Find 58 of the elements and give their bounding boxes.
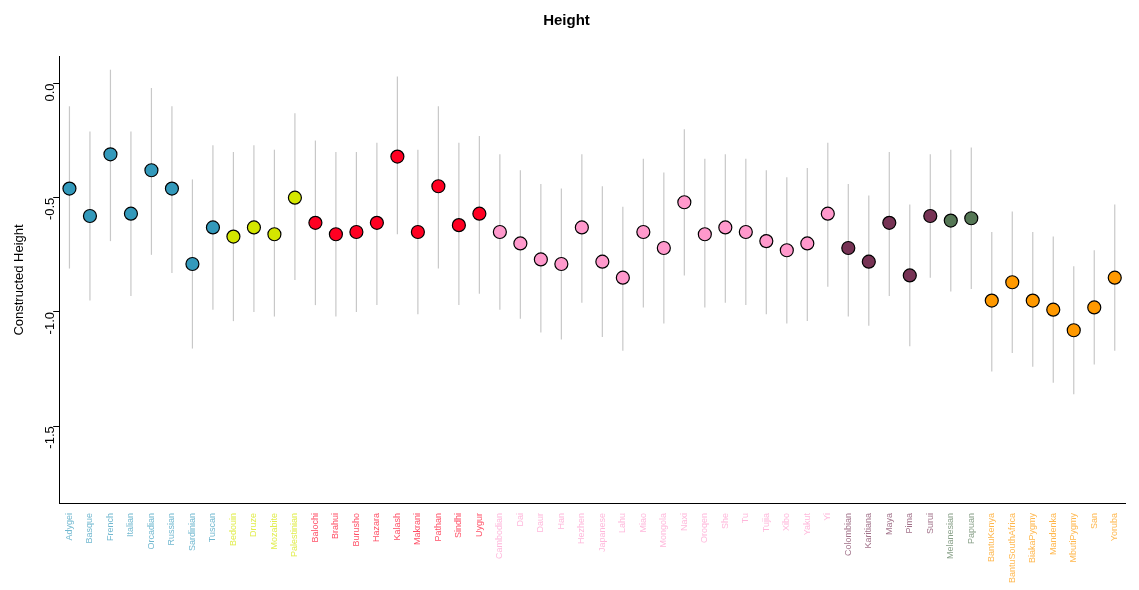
x-tick-label: Mandenka bbox=[1047, 512, 1058, 555]
x-tick-label: Tujia bbox=[760, 512, 771, 533]
x-tick-label: Papuan bbox=[965, 512, 976, 544]
x-tick-label: Orcadian bbox=[145, 512, 156, 550]
x-tick-label: Kalash bbox=[391, 512, 402, 541]
x-tick-label: Brahui bbox=[330, 512, 341, 539]
x-tick-label: Uygur bbox=[473, 512, 484, 537]
x-tick-label: Naxi bbox=[678, 512, 689, 531]
x-tick-label: Dai bbox=[514, 512, 525, 527]
x-tick-label: BantuSouthAfrica bbox=[1006, 512, 1017, 583]
x-tick-label: Karitiana bbox=[863, 512, 874, 549]
x-tick-label: Oroqen bbox=[699, 512, 710, 543]
x-tick-label: Bedouin bbox=[227, 512, 238, 546]
x-tick-label: Mozabite bbox=[268, 512, 279, 550]
y-tick-label: -1.0 bbox=[41, 311, 57, 335]
chart-title: Height bbox=[543, 11, 590, 29]
x-tick-label: Palestinian bbox=[289, 512, 300, 557]
x-tick-label: Tuscan bbox=[207, 512, 218, 543]
x-tick-label: Sardinian bbox=[186, 512, 197, 551]
x-tick-label: San bbox=[1088, 512, 1099, 529]
y-tick-label: -0.5 bbox=[41, 197, 57, 221]
x-tick-label: Mongola bbox=[658, 512, 669, 548]
x-tick-label: Burusho bbox=[350, 512, 361, 547]
y-tick-label: 0.0 bbox=[41, 83, 57, 102]
x-tick-label: Yi bbox=[822, 512, 833, 521]
x-tick-label: Druze bbox=[248, 512, 259, 537]
x-tick-label: Adygei bbox=[63, 512, 74, 541]
x-tick-label: Han bbox=[555, 512, 566, 530]
x-tick-label: MbutiPygmy bbox=[1068, 512, 1079, 563]
x-tick-label: Hezhen bbox=[576, 512, 587, 544]
x-tick-label: Surui bbox=[924, 512, 935, 534]
x-tick-label: Melanesian bbox=[945, 512, 956, 559]
x-tick-label: Pathan bbox=[432, 512, 443, 542]
y-tick-label: -1.5 bbox=[41, 426, 57, 449]
x-tick-label: Maya bbox=[883, 512, 894, 535]
x-tick-label: Balochi bbox=[309, 512, 320, 543]
x-tick-label: She bbox=[719, 512, 730, 529]
x-tick-label: Yakut bbox=[801, 512, 812, 536]
x-tick-label: Russian bbox=[166, 512, 177, 546]
x-tick-label: Japanese bbox=[596, 512, 607, 552]
x-tick-label: BantuKenya bbox=[986, 512, 997, 562]
x-tick-label: Pima bbox=[904, 512, 915, 534]
x-tick-label: Hazara bbox=[371, 512, 382, 542]
x-tick-label: Yoruba bbox=[1109, 512, 1120, 542]
x-tick-label: Miao bbox=[637, 512, 648, 533]
x-tick-label: Tu bbox=[740, 512, 751, 524]
x-tick-label: Basque bbox=[84, 512, 95, 544]
y-axis-title: Constructed Height bbox=[11, 223, 27, 336]
x-tick-label: French bbox=[104, 512, 115, 541]
x-tick-label: Sindhi bbox=[453, 512, 464, 538]
x-tick-label: Colombian bbox=[842, 512, 853, 556]
x-tick-label: BiakaPygmy bbox=[1027, 512, 1038, 563]
x-tick-label: Xibo bbox=[781, 512, 792, 531]
x-tick-label: Lahu bbox=[617, 512, 628, 533]
x-tick-label: Makrani bbox=[412, 512, 423, 545]
x-tick-label: Italian bbox=[125, 512, 136, 537]
x-tick-label: Daur bbox=[535, 512, 546, 533]
x-tick-label: Cambodian bbox=[494, 512, 505, 559]
